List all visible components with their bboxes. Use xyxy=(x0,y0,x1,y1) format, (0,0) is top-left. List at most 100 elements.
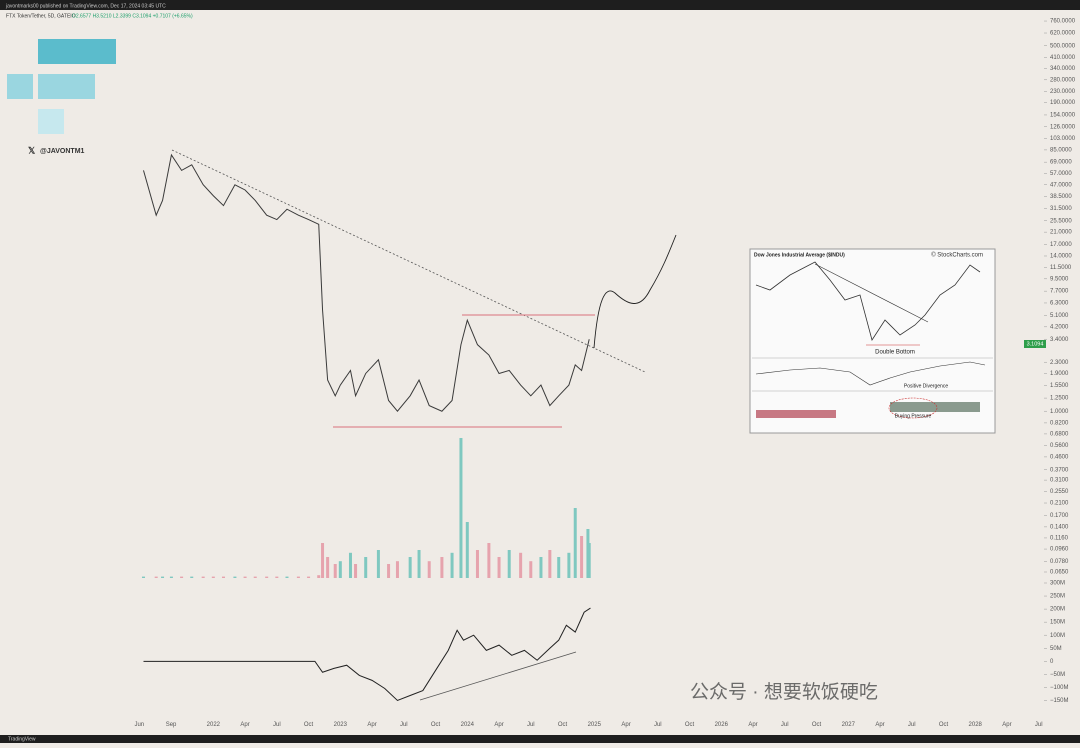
y-tick-label: 0.2550 xyxy=(1050,489,1069,495)
y-tick-label: 280.0000 xyxy=(1050,77,1076,83)
x-tick-label: Sep xyxy=(166,722,177,728)
y-tick-label: 200M xyxy=(1050,607,1065,613)
x-tick-label: Oct xyxy=(558,722,568,728)
volume-bar xyxy=(519,552,523,578)
logo-block xyxy=(38,39,116,64)
y-tick-label: 250M xyxy=(1050,594,1065,600)
x-tick-label: Apr xyxy=(621,722,630,728)
y-tick-label: 1.9000 xyxy=(1050,371,1069,377)
inset-trend xyxy=(814,263,929,323)
y-tick-label: 3.4000 xyxy=(1050,337,1069,343)
inset-circle xyxy=(888,397,938,419)
inset-price xyxy=(755,261,981,341)
logo-block xyxy=(7,74,33,99)
y-tick-label: 0.2100 xyxy=(1050,501,1069,507)
volume-bar xyxy=(307,576,311,578)
y-tick-label: 4.2000 xyxy=(1050,324,1069,330)
watermark: @JAVONTM1 xyxy=(40,148,85,155)
y-tick-label: 1.2500 xyxy=(1050,396,1069,402)
x-tick-label: Apr xyxy=(1002,722,1011,728)
volume-bar xyxy=(364,557,368,578)
y-tick-label: 17.0000 xyxy=(1050,242,1072,248)
volume-bar xyxy=(233,576,237,578)
inset-chart: Dow Jones Industrial Average ($INDU) © S… xyxy=(749,248,996,434)
volume-bar xyxy=(190,576,194,578)
volume-bar xyxy=(285,576,289,578)
x-tick-label: Jul xyxy=(400,722,408,728)
y-tick-label: 25.5000 xyxy=(1050,218,1072,224)
line xyxy=(143,607,591,702)
y-tick-label: 85.0000 xyxy=(1050,147,1072,153)
volume-bar xyxy=(395,561,399,578)
inset-annotation: Positive Divergence xyxy=(904,383,948,389)
y-tick-label: 0.0960 xyxy=(1050,547,1069,553)
trendline xyxy=(171,149,646,373)
volume-bar xyxy=(333,564,337,578)
publisher: javontmarks00 published on TradingView.c… xyxy=(5,3,166,9)
y-tick-label: −150M xyxy=(1050,698,1069,704)
volume-bar xyxy=(180,576,184,578)
y-tick-label: 47.0000 xyxy=(1050,182,1072,188)
y-tick-label: 0.3700 xyxy=(1050,467,1069,473)
volume-bar xyxy=(253,576,257,578)
volume-bar xyxy=(440,557,444,578)
x-tick-label: Oct xyxy=(812,722,822,728)
projection xyxy=(593,234,677,349)
volume-bar xyxy=(201,576,205,578)
y-tick-label: 230.0000 xyxy=(1050,89,1076,95)
volume-bar xyxy=(326,557,330,578)
volume-bar xyxy=(573,508,577,578)
y-tick-label: 21.0000 xyxy=(1050,230,1072,236)
x-tick-label: Apr xyxy=(240,722,249,728)
volume-bar xyxy=(507,550,511,578)
y-tick-label: 11.5000 xyxy=(1050,265,1072,271)
x-tick-label: 2028 xyxy=(969,722,983,728)
x-tick-label: Jul xyxy=(527,722,535,728)
y-tick-label: −50M xyxy=(1050,672,1065,678)
volume-bar xyxy=(427,561,431,578)
volume-bar xyxy=(321,543,325,578)
y-tick-label: 0.0780 xyxy=(1050,559,1069,565)
price-badge xyxy=(1024,340,1046,348)
y-tick-label: −100M xyxy=(1050,685,1069,691)
x-tick-label: Oct xyxy=(431,722,441,728)
y-tick-label: 0 xyxy=(1050,659,1054,665)
y-tick-label: 57.0000 xyxy=(1050,171,1072,177)
y-tick-label: 0.6800 xyxy=(1050,431,1069,437)
y-tick-label: 340.0000 xyxy=(1050,66,1076,72)
x-tick-label: Apr xyxy=(748,722,757,728)
wechat-watermark: 公众号 · 想要软饭硬吃 xyxy=(690,681,878,703)
volume-bar xyxy=(408,557,412,578)
footer-brand: TradingView xyxy=(8,736,36,742)
x-tick-label: 2026 xyxy=(715,722,729,728)
y-tick-label: 0.1700 xyxy=(1050,513,1069,519)
y-tick-label: 154.0000 xyxy=(1050,113,1076,119)
y-tick-label: 6.3000 xyxy=(1050,301,1069,307)
volume-bar xyxy=(161,576,165,578)
volume-bar xyxy=(169,576,173,578)
x-tick-label: Jul xyxy=(1035,722,1043,728)
x-tick-label: 2023 xyxy=(334,722,348,728)
x-tick-label: Jul xyxy=(654,722,662,728)
volume-bar xyxy=(376,550,380,578)
logo-block xyxy=(38,74,95,99)
volume-bar xyxy=(567,552,571,578)
x-logo: 𝕏 xyxy=(28,145,36,155)
y-tick-label: 5.1000 xyxy=(1050,313,1069,319)
volume-bar xyxy=(529,561,533,578)
y-tick-label: 38.5000 xyxy=(1050,194,1072,200)
volume-bar xyxy=(296,576,300,578)
y-tick-label: 100M xyxy=(1050,633,1065,639)
x-tick-label: Apr xyxy=(494,722,503,728)
y-tick-label: 300M xyxy=(1050,581,1065,587)
y-tick-label: 103.0000 xyxy=(1050,136,1076,142)
volume-bar xyxy=(557,557,561,578)
volume-bar xyxy=(459,438,463,578)
x-tick-label: Jul xyxy=(908,722,916,728)
y-tick-label: 1.0000 xyxy=(1050,409,1069,415)
y-tick-label: 50M xyxy=(1050,646,1062,652)
volume-bar xyxy=(243,576,247,578)
volume-bar xyxy=(154,576,158,578)
y-tick-label: 7.7000 xyxy=(1050,289,1069,295)
